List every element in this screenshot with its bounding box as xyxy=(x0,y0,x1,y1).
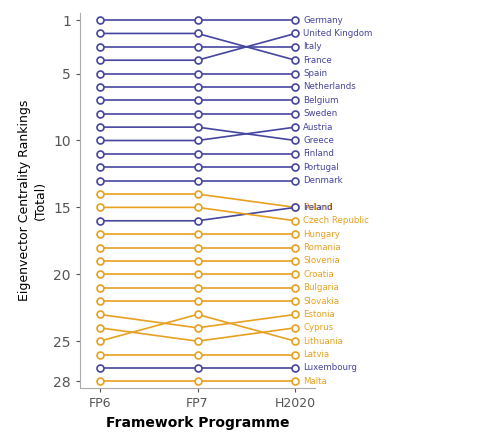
Text: Latvia: Latvia xyxy=(303,350,330,359)
Text: Austria: Austria xyxy=(303,123,334,132)
Text: Slovenia: Slovenia xyxy=(303,256,340,265)
Text: Estonia: Estonia xyxy=(303,310,335,319)
Text: Croatia: Croatia xyxy=(303,270,334,279)
Text: Sweden: Sweden xyxy=(303,109,338,118)
Text: Spain: Spain xyxy=(303,69,328,78)
Y-axis label: Eigenvector Centrality Rankings
(Total): Eigenvector Centrality Rankings (Total) xyxy=(18,100,46,301)
Text: Portugal: Portugal xyxy=(303,163,339,172)
Text: United Kingdom: United Kingdom xyxy=(303,29,372,38)
Text: Czech Republic: Czech Republic xyxy=(303,216,369,225)
Text: Poland: Poland xyxy=(303,203,332,212)
Text: Slovakia: Slovakia xyxy=(303,297,340,306)
Text: Italy: Italy xyxy=(303,42,322,51)
Text: Greece: Greece xyxy=(303,136,334,145)
Text: Romania: Romania xyxy=(303,243,341,252)
Text: Hungary: Hungary xyxy=(303,230,340,239)
Text: Lithuania: Lithuania xyxy=(303,337,343,346)
Text: France: France xyxy=(303,56,332,65)
Text: Malta: Malta xyxy=(303,377,327,386)
Text: Luxembourg: Luxembourg xyxy=(303,363,357,372)
Text: Bulgaria: Bulgaria xyxy=(303,283,339,292)
Text: Finland: Finland xyxy=(303,149,334,158)
Text: Denmark: Denmark xyxy=(303,176,343,185)
X-axis label: Framework Programme: Framework Programme xyxy=(106,416,289,429)
Text: Cyprus: Cyprus xyxy=(303,323,334,332)
Text: Netherlands: Netherlands xyxy=(303,83,356,91)
Text: Belgium: Belgium xyxy=(303,96,339,105)
Text: Germany: Germany xyxy=(303,16,343,25)
Text: Ireland: Ireland xyxy=(303,203,333,212)
